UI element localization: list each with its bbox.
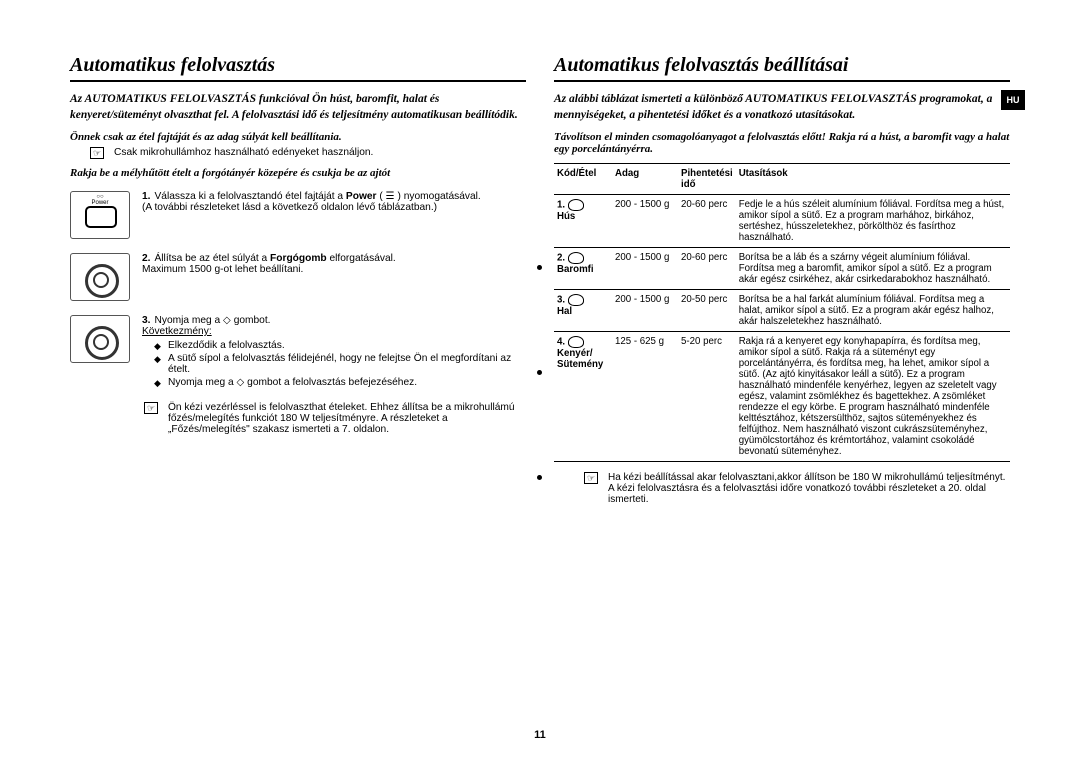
row-food: Hús — [557, 211, 575, 222]
row-instr: Borítsa be a láb és a szárny végeit alum… — [736, 248, 1010, 290]
list-item: Nyomja meg a ◇ gombot a felolvasztás bef… — [154, 377, 526, 388]
table-row: 3. Hal 200 - 1500 g 20-50 perc Borítsa b… — [554, 290, 1010, 332]
right-intro: Az alábbi táblázat ismerteti a különböző… — [554, 92, 1010, 123]
bullet-icon — [537, 265, 542, 270]
row-code: 4. — [557, 337, 565, 348]
row-rest: 20-60 perc — [678, 248, 736, 290]
defrost-table: Kód/Étel Adag Pihentetési idő Utasítások… — [554, 163, 1010, 462]
step-row: ○○Power 1. Válassza ki a felolvasztandó é… — [70, 191, 526, 239]
row-food: Kenyér/ Sütemény — [557, 348, 603, 370]
dial-figure — [70, 315, 130, 363]
left-intro: Az AUTOMATIKUS FELOLVASZTÁS funkcióval Ö… — [70, 92, 526, 123]
step-bold: Forgógomb — [270, 253, 327, 264]
step-row: 3. Nyomja meg a ◇ gombot. Következmény: E… — [70, 315, 526, 388]
step-text: Válassza ki a felolvasztandó étel fajtáj… — [155, 191, 346, 202]
step-num: 3. — [142, 315, 151, 326]
step-body: 1. Válassza ki a felolvasztandó étel fajt… — [142, 191, 526, 239]
table-row: 1. Hús 200 - 1500 g 20-60 perc Fedje le … — [554, 195, 1010, 248]
meat-icon — [568, 199, 584, 211]
table-row: 4. Kenyér/ Sütemény 125 - 625 g 5-20 per… — [554, 332, 1010, 462]
fish-icon — [568, 294, 584, 306]
row-rest: 20-60 perc — [678, 195, 736, 248]
list-item: A sütő sípol a felolvasztás félidejénél,… — [154, 353, 526, 375]
row-instr: Rakja rá a kenyeret egy konyhapapírra, é… — [736, 332, 1010, 462]
page-number: 11 — [0, 729, 1080, 741]
power-button-figure: ○○Power — [70, 191, 130, 239]
left-title: Automatikus felolvasztás — [70, 54, 526, 82]
step-bold: ◇ — [223, 315, 231, 326]
step-body: 2.Állítsa be az étel súlyát a Forgógomb … — [142, 253, 526, 301]
row-portion: 200 - 1500 g — [612, 290, 678, 332]
row-instr: Fedje le a hús széleit alumínium fóliáva… — [736, 195, 1010, 248]
list-item: Elkezdődik a felolvasztás. — [154, 340, 526, 351]
row-code: 1. — [557, 200, 565, 211]
step-row: 2.Állítsa be az étel súlyát a Forgógomb … — [70, 253, 526, 301]
poultry-icon — [568, 252, 584, 264]
table-row: 2. Baromfi 200 - 1500 g 20-60 perc Borít… — [554, 248, 1010, 290]
left-footnote: ☞ Ön kézi vezérléssel is felolvaszthat é… — [70, 402, 526, 435]
step-num: 1. — [142, 191, 151, 202]
step-text: Maximum 1500 g-ot lehet beállítani. — [142, 264, 303, 275]
bread-icon — [568, 336, 584, 348]
note-icon: ☞ — [144, 402, 158, 414]
th-instr: Utasítások — [736, 164, 1010, 195]
steps-list: ○○Power 1. Válassza ki a felolvasztandó é… — [70, 191, 526, 388]
left-sub2: Rakja be a mélyhűtött ételt a forgótányé… — [70, 167, 526, 179]
language-tab: HU — [1001, 90, 1025, 110]
step-text: elforgatásával. — [327, 253, 396, 264]
row-portion: 125 - 625 g — [612, 332, 678, 462]
th-food: Kód/Étel — [554, 164, 612, 195]
row-instr: Borítsa be a hal farkát alumínium fóliáv… — [736, 290, 1010, 332]
right-sub: Távolítson el minden csomagolóanyagot a … — [554, 131, 1010, 155]
bullet-icon — [537, 370, 542, 375]
step-underline: Következmény: — [142, 326, 212, 337]
row-food: Baromfi — [557, 264, 594, 275]
bullet-icon — [537, 475, 542, 480]
row-code: 3. — [557, 295, 565, 306]
step-text: gombot. — [231, 315, 271, 326]
footnote-text: Ha kézi beállítással akar felolvasztani,… — [608, 472, 1010, 505]
left-sub: Önnek csak az étel fajtáját és az adag s… — [70, 131, 526, 143]
left-note: ☞ Csak mikrohullámhoz használható edénye… — [70, 147, 526, 159]
step-bold: Power — [346, 191, 377, 202]
footnote-text: Ön kézi vezérléssel is felolvaszthat éte… — [168, 402, 526, 435]
note-icon: ☞ — [90, 147, 104, 159]
row-portion: 200 - 1500 g — [612, 195, 678, 248]
right-footnote: ☞ Ha kézi beállítással akar felolvasztan… — [554, 472, 1010, 505]
row-portion: 200 - 1500 g — [612, 248, 678, 290]
th-portion: Adag — [612, 164, 678, 195]
step-text: Állítsa be az étel súlyát a — [155, 253, 271, 264]
th-rest: Pihentetési idő — [678, 164, 736, 195]
row-rest: 20-50 perc — [678, 290, 736, 332]
note-icon: ☞ — [584, 472, 598, 484]
row-food: Hal — [557, 306, 572, 317]
step-num: 2. — [142, 253, 151, 264]
right-title: Automatikus felolvasztás beállításai — [554, 54, 1010, 82]
step-body: 3. Nyomja meg a ◇ gombot. Következmény: E… — [142, 315, 526, 388]
left-note-text: Csak mikrohullámhoz használható edényeke… — [114, 147, 373, 158]
margin-bullets — [537, 265, 542, 480]
row-rest: 5-20 perc — [678, 332, 736, 462]
step-text: (A további részleteket lásd a következő … — [142, 202, 437, 213]
step-text: Nyomja meg a — [155, 315, 224, 326]
row-code: 2. — [557, 253, 565, 264]
right-column: Automatikus felolvasztás beállításai Az … — [554, 54, 1010, 505]
step-text: ( ☰ ) nyomogatásával. — [377, 191, 481, 202]
left-column: Automatikus felolvasztás Az AUTOMATIKUS … — [70, 54, 526, 505]
dial-figure — [70, 253, 130, 301]
consequences-list: Elkezdődik a felolvasztás. A sütő sípol … — [154, 340, 526, 388]
